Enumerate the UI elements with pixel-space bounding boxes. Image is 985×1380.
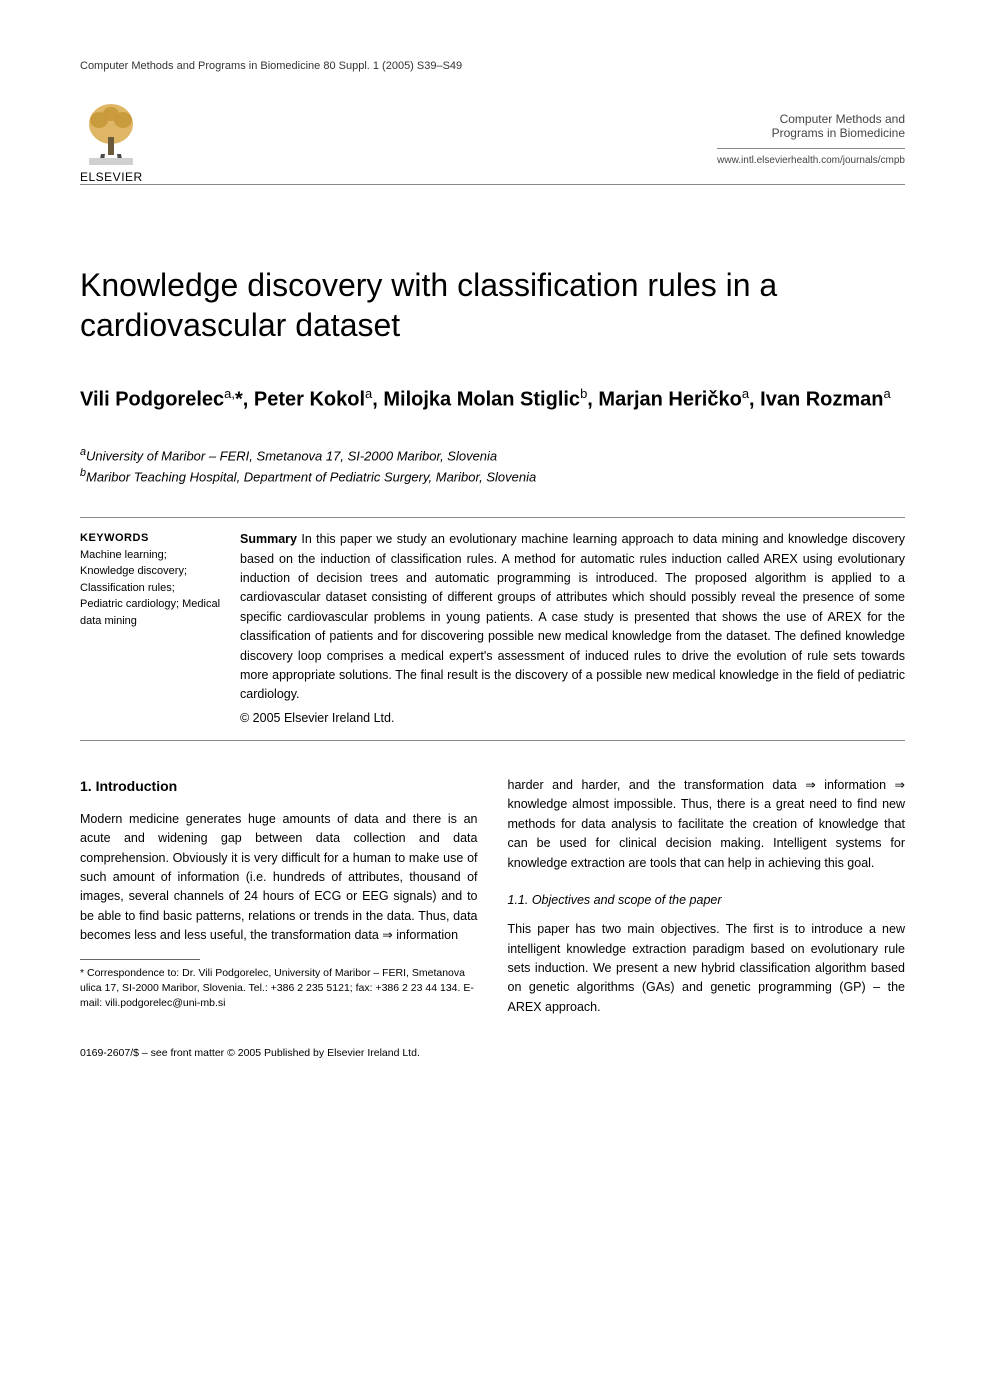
elsevier-tree-icon	[81, 102, 141, 167]
correspondence-footnote: * Correspondence to: Dr. Vili Podgorelec…	[80, 966, 478, 1010]
header-row: ELSEVIER Computer Methods and Programs i…	[80, 102, 905, 185]
summary-text: In this paper we study an evolutionary m…	[240, 532, 905, 701]
section-1-heading: 1. Introduction	[80, 776, 478, 798]
keywords-column: KEYWORDS Machine learning; Knowledge dis…	[80, 530, 220, 728]
right-column: harder and harder, and the transformatio…	[508, 776, 906, 1017]
keywords-list: Machine learning; Knowledge discovery; C…	[80, 547, 220, 630]
page-container: Computer Methods and Programs in Biomedi…	[0, 0, 985, 1099]
publisher-name: ELSEVIER	[80, 170, 143, 184]
subsection-1-1-heading: 1.1. Objectives and scope of the paper	[508, 891, 906, 910]
keywords-label: KEYWORDS	[80, 530, 220, 547]
affiliation-b: bMaribor Teaching Hospital, Department o…	[80, 465, 905, 487]
journal-name-block: Computer Methods and Programs in Biomedi…	[717, 102, 905, 166]
section-1-para: Modern medicine generates huge amounts o…	[80, 810, 478, 946]
footnote-rule	[80, 959, 200, 960]
subsection-1-1-para: This paper has two main objectives. The …	[508, 920, 906, 1017]
abstract-section: KEYWORDS Machine learning; Knowledge dis…	[80, 517, 905, 741]
journal-name-line2: Programs in Biomedicine	[717, 126, 905, 140]
authors-line: Vili Podgoreleca,*, Peter Kokola, Milojk…	[80, 385, 905, 414]
publisher-block: ELSEVIER	[80, 102, 143, 184]
journal-name-line1: Computer Methods and	[717, 112, 905, 126]
journal-url: www.intl.elsevierhealth.com/journals/cmp…	[717, 148, 905, 166]
journal-reference: Computer Methods and Programs in Biomedi…	[80, 60, 905, 72]
summary-copyright: © 2005 Elsevier Ireland Ltd.	[240, 709, 905, 728]
summary-column: Summary In this paper we study an evolut…	[240, 530, 905, 728]
left-column: 1. Introduction Modern medicine generate…	[80, 776, 478, 1017]
footer-line: 0169-2607/$ – see front matter © 2005 Pu…	[80, 1047, 905, 1059]
affiliations: aUniversity of Maribor – FERI, Smetanova…	[80, 444, 905, 488]
article-title: Knowledge discovery with classification …	[80, 265, 905, 345]
affiliation-a: aUniversity of Maribor – FERI, Smetanova…	[80, 444, 905, 466]
summary-label: Summary	[240, 532, 297, 546]
body-columns: 1. Introduction Modern medicine generate…	[80, 776, 905, 1017]
section-1-para-cont: harder and harder, and the transformatio…	[508, 776, 906, 873]
